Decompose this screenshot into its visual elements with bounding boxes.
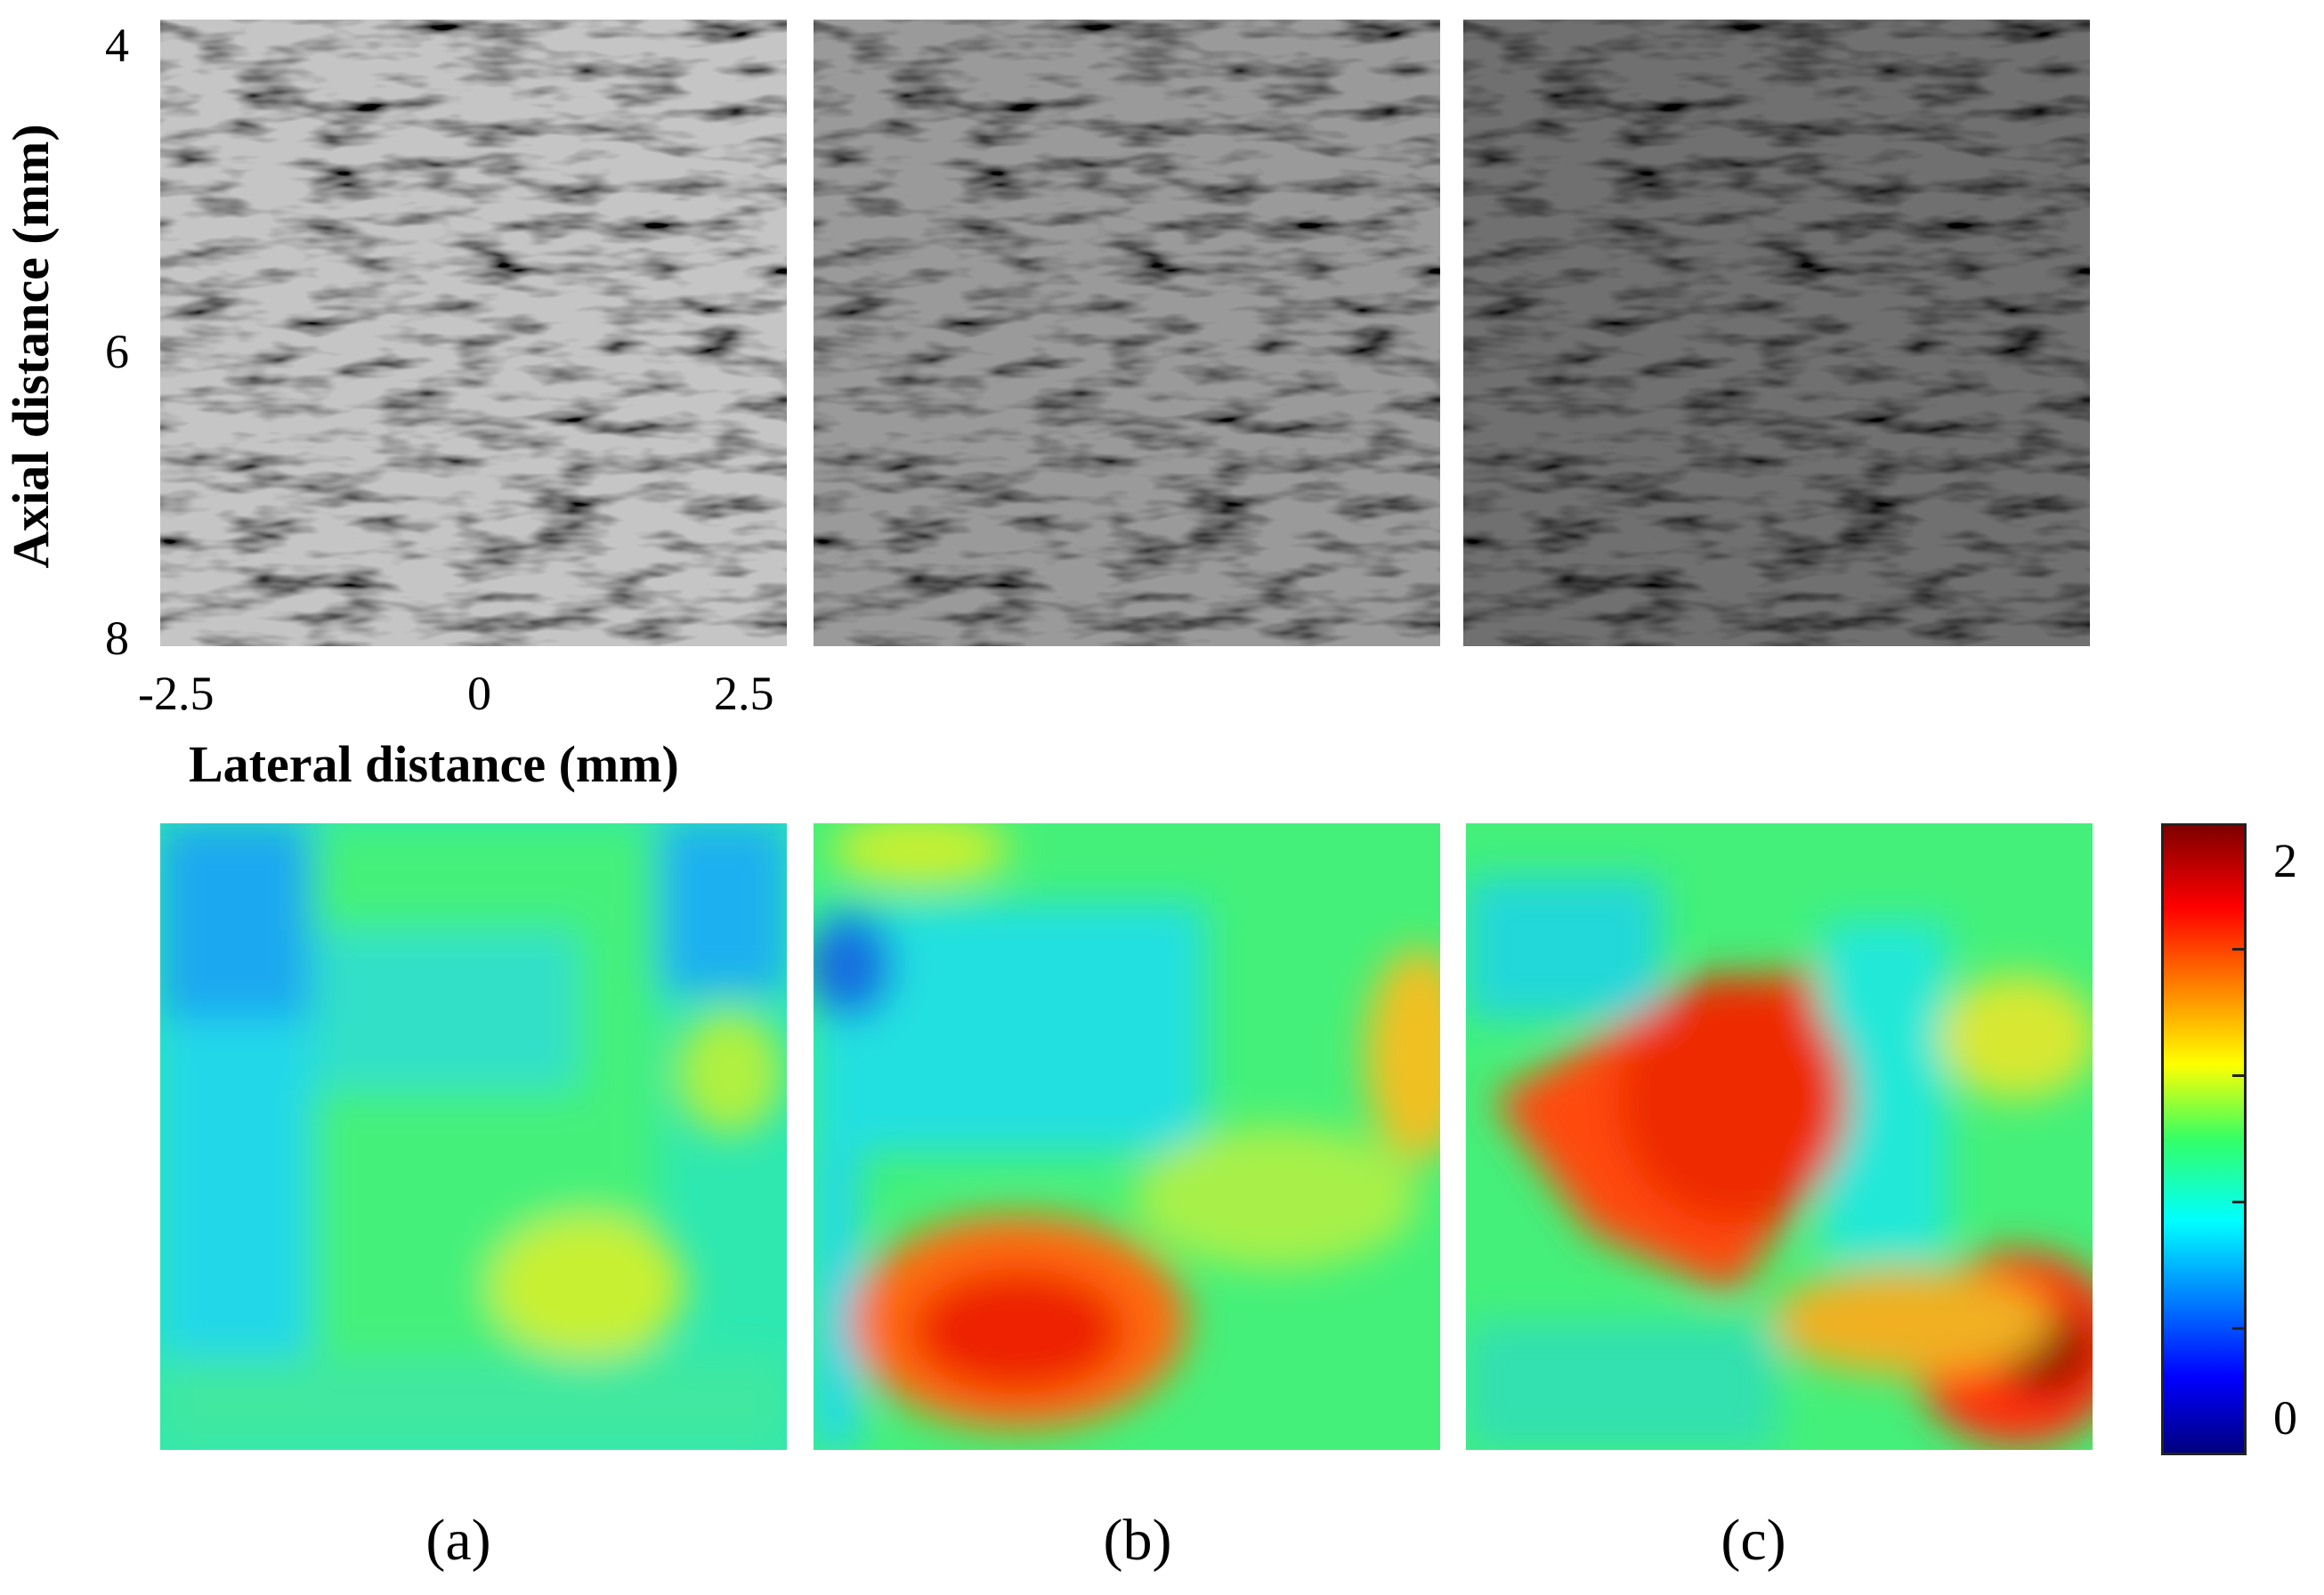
param-map-b [814,823,1440,1450]
bmode-image-a [160,20,787,646]
param-map-c [1466,823,2093,1450]
y-tick-4: 4 [105,19,129,72]
param-map-a [160,823,787,1450]
colorbar [2161,823,2247,1455]
y-tick-8: 8 [105,611,129,665]
panel-label-b: (b) [1103,1508,1172,1573]
x-axis-title: Lateral distance (mm) [189,735,679,793]
x-tick-2.5: 2.5 [714,667,774,720]
bmode-image-b [814,20,1440,646]
colorbar-min-label: 0 [2273,1391,2297,1445]
x-tick-0: 0 [467,667,491,720]
bmode-image-c [1463,20,2090,646]
colorbar-tick-marks [2232,823,2247,1455]
y-tick-6: 6 [105,325,129,378]
colorbar-max-label: 2 [2273,834,2297,887]
y-axis-title: Axial distance (mm) [2,124,60,569]
panel-label-a: (a) [425,1508,491,1573]
panel-label-c: (c) [1721,1508,1786,1573]
x-tick-neg2.5: -2.5 [138,667,215,720]
